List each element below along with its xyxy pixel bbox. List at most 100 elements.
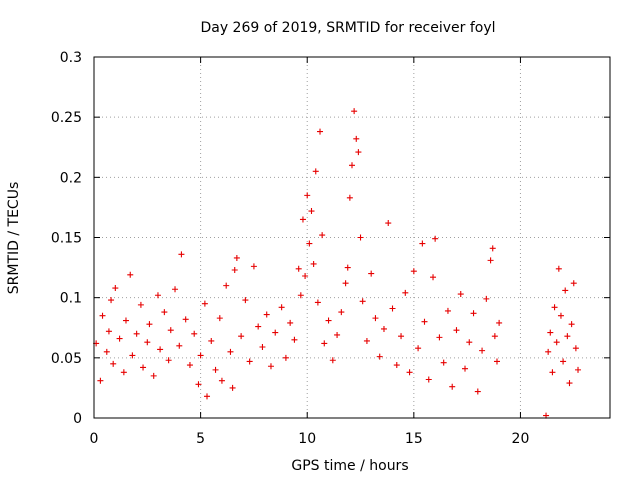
data-point <box>346 194 353 201</box>
data-point <box>496 319 503 326</box>
data-point <box>216 315 223 322</box>
y-tick-label: 0.1 <box>60 291 82 307</box>
data-point <box>255 323 262 330</box>
data-point <box>493 358 500 365</box>
y-tick-label: 0.05 <box>51 351 82 367</box>
data-point <box>182 316 189 323</box>
data-point <box>444 307 451 314</box>
data-point <box>308 208 315 215</box>
data-point <box>197 352 204 359</box>
data-point <box>317 128 324 135</box>
data-point <box>466 339 473 346</box>
data-point <box>440 359 447 366</box>
data-point <box>491 333 498 340</box>
data-point <box>204 393 211 400</box>
data-point <box>299 216 306 223</box>
x-tick-label: 15 <box>405 431 423 447</box>
data-point <box>133 330 140 337</box>
data-point <box>457 291 464 298</box>
data-point <box>334 331 341 338</box>
data-point <box>483 295 490 302</box>
data-point <box>566 380 573 387</box>
data-point <box>103 348 110 355</box>
data-point <box>127 271 134 278</box>
data-point <box>178 251 185 258</box>
data-point <box>154 292 161 299</box>
data-point <box>402 289 409 296</box>
data-point <box>575 366 582 373</box>
data-point <box>120 369 127 376</box>
data-point <box>344 264 351 271</box>
chart-title: Day 269 of 2019, SRMTID for receiver foy… <box>200 20 495 36</box>
data-point <box>122 317 129 324</box>
data-point <box>432 235 439 242</box>
data-point <box>385 220 392 227</box>
data-point <box>551 304 558 311</box>
data-point <box>195 381 202 388</box>
data-point <box>278 304 285 311</box>
data-point <box>304 192 311 199</box>
data-point <box>137 301 144 308</box>
data-point <box>212 366 219 373</box>
data-point <box>223 282 230 289</box>
y-tick-label: 0.2 <box>60 170 82 186</box>
data-point <box>231 266 238 273</box>
data-point <box>479 347 486 354</box>
data-point <box>406 369 413 376</box>
data-point <box>329 357 336 364</box>
data-point <box>430 274 437 281</box>
axis-ticks <box>93 56 610 419</box>
data-point <box>287 319 294 326</box>
data-point <box>176 342 183 349</box>
data-point <box>267 363 274 370</box>
data-point <box>302 273 309 280</box>
data-point <box>99 312 106 319</box>
data-point <box>157 346 164 353</box>
data-point <box>489 245 496 252</box>
data-point <box>349 162 355 169</box>
data-point <box>564 333 571 340</box>
data-point <box>572 345 579 352</box>
data-point <box>421 318 428 325</box>
x-tick-label: 10 <box>298 431 316 447</box>
data-point <box>297 292 304 299</box>
data-point <box>389 305 396 312</box>
data-point <box>208 337 215 344</box>
data-point <box>110 360 117 367</box>
y-tick-label: 0 <box>73 411 82 427</box>
y-tick-label: 0.25 <box>51 110 82 126</box>
data-point <box>250 263 257 270</box>
data-point <box>393 362 400 369</box>
x-tick-label: 20 <box>512 431 530 447</box>
data-point <box>338 309 345 316</box>
data-point <box>161 309 168 316</box>
data-point <box>410 268 417 275</box>
data-point <box>372 315 379 322</box>
data-point <box>282 354 289 361</box>
data-point <box>380 325 387 332</box>
data-point <box>398 333 405 340</box>
data-point <box>108 297 115 304</box>
data-point <box>359 298 366 305</box>
data-point <box>425 376 432 383</box>
data-point <box>314 299 321 306</box>
data-point <box>129 352 136 359</box>
data-point <box>545 348 552 355</box>
data-point <box>436 334 443 341</box>
data-point <box>238 333 245 340</box>
data-point <box>233 254 240 261</box>
x-axis-label: GPS time / hours <box>291 458 408 474</box>
data-point <box>549 369 556 376</box>
y-axis-label: SRMTID / TECUs <box>6 182 22 295</box>
y-tick-label: 0.3 <box>60 50 82 66</box>
data-points <box>93 108 582 419</box>
data-point <box>112 285 119 292</box>
data-point <box>165 357 172 364</box>
data-point <box>568 321 575 328</box>
data-point <box>201 300 208 307</box>
data-point <box>353 135 360 142</box>
data-point <box>562 287 569 294</box>
data-point <box>97 377 104 384</box>
data-point <box>453 327 460 334</box>
